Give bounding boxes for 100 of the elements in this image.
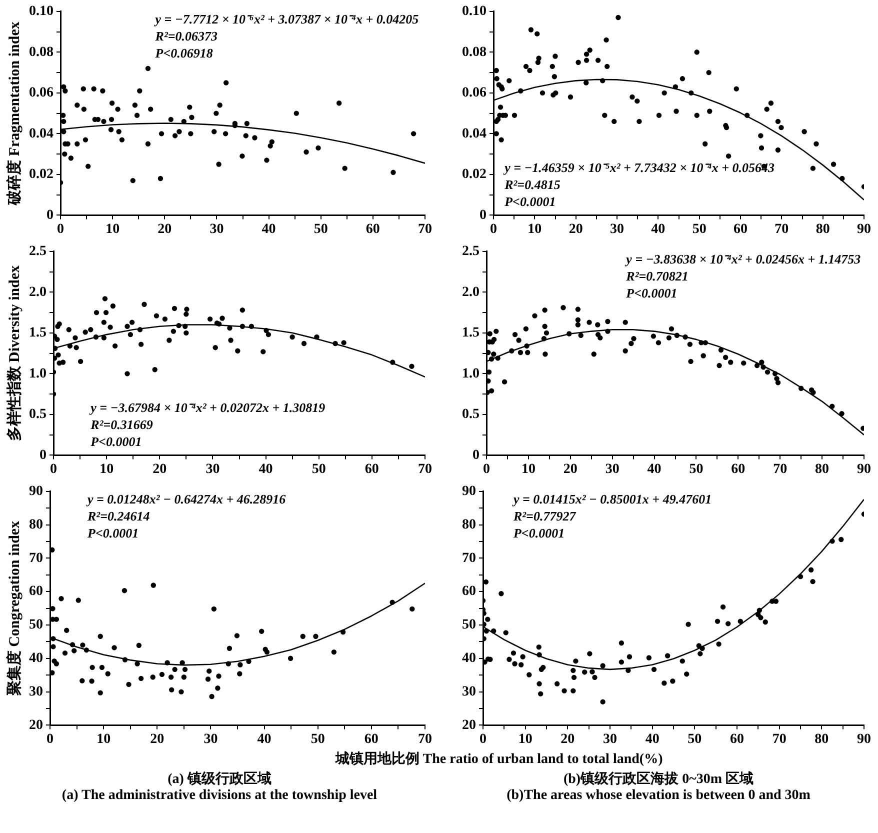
y-tick-label: 30 [29,684,43,700]
y-tick-label: 20 [29,718,43,733]
x-tick-label: 20 [150,732,164,748]
annotation: P<0.0001 [90,434,142,450]
y-tick-label: 0.10 [462,4,486,20]
text: (b)镇级行政区海拔 0~30m 区域 [562,770,755,788]
x-tick-label: 90 [857,732,871,748]
x-tick-label: 50 [314,222,328,238]
x-tick-label: 50 [689,462,704,478]
y-tick-label: 20 [462,718,476,733]
annotation: P<0.0001 [513,525,565,540]
annotation: y = −3.67984 × 10⁻⁴x² + 0.02072x + 1.30819 [88,400,326,416]
x-tick-label: 60 [731,462,746,478]
text: (a) The administrative divisions at the township level [60,788,378,804]
annotation: R²=0.24614 [86,508,150,524]
x-tick-label: 30 [610,222,624,238]
y-tick-label: 0 [40,448,46,463]
x-tick-label: 20 [158,222,172,238]
y-tick-label: 2.5 [29,244,46,260]
annotation: R²=0.31669 [90,417,154,432]
annotation: y = −3.83638 × 10⁻⁴x² + 0.02456x + 1.14753 [624,251,862,266]
y-tick-label: 50 [29,618,43,633]
y-tick-label: 0 [472,448,480,463]
x-tick-label: 30 [206,462,220,478]
x-tick-label: 70 [418,222,432,238]
x-tick-label: 30 [210,222,224,238]
x-tick-label: 50 [312,462,326,478]
y-tick-label: 2.0 [29,284,46,300]
y-tick-label: 0.10 [29,4,54,20]
x-axis-title: 城镇用地比例 The ratio of urban land to total land(%) [334,750,664,769]
y-tick-label: 1.0 [29,366,46,382]
y-tick-label: 70 [462,550,476,566]
y-tick-label: 2.5 [462,244,480,260]
y-tick-label: 80 [462,517,476,532]
y-tick-label: 1.5 [462,326,480,341]
x-tick-label: 0 [57,222,64,238]
x-tick-label: 0 [490,222,497,238]
y-tick-label: 0.08 [29,44,54,60]
y-tick-label: 60 [29,584,43,600]
y-tick-label: 90 [29,484,43,500]
y-tick-label: 30 [462,684,476,700]
x-tick-label: 70 [774,222,789,238]
x-tick-label: 50 [688,732,702,748]
x-tick-label: 10 [521,462,536,478]
x-tick-label: 40 [645,732,660,748]
text: (b)The areas whose elevation is between 0 and 30m [506,788,812,804]
y-tick-label: 50 [462,618,476,633]
x-tick-label: 60 [364,732,378,748]
y-tick-label: 1.0 [462,366,480,382]
y-tick-label: 0.06 [29,86,54,101]
x-tick-label: 50 [692,222,706,238]
annotation: y = −1.46359 × 10⁻⁵x² + 7.73432 × 10⁻⁴x + 0.05643 [502,160,775,176]
x-tick-label: 80 [816,222,830,238]
y-tick-label: 80 [29,517,43,532]
x-tick-label: 40 [257,732,272,748]
y-axis-title: 破碎度 Fragmentation index [4,21,23,206]
x-tick-label: 60 [366,222,380,238]
x-tick-label: 40 [258,462,273,478]
annotation: R²=0.06373 [154,28,218,44]
x-tick-label: 40 [262,222,276,238]
x-tick-label: 70 [418,462,432,478]
y-tick-label: 1.5 [29,326,46,341]
y-tick-label: 2.0 [462,284,480,300]
y-tick-label: 0.02 [462,167,486,182]
x-tick-label: 80 [814,732,829,748]
y-axis-title: 聚集度 Congregation index [4,520,23,697]
x-tick-label: 50 [310,732,325,748]
x-tick-label: 90 [857,462,871,478]
x-tick-label: 20 [568,222,583,238]
x-tick-label: 60 [364,462,379,478]
annotation: y = 0.01248x² − 0.64274x + 46.28916 [86,491,286,506]
annotation: P<0.06918 [155,45,214,60]
y-tick-label: 70 [29,550,43,566]
x-tick-label: 40 [651,222,666,238]
y-tick-label: 0.04 [462,126,486,142]
x-tick-label: 70 [772,732,786,748]
y-tick-label: 0.02 [29,167,54,182]
annotation: R²=0.77927 [512,508,576,524]
y-tick-label: 0.06 [462,86,486,101]
x-tick-label: 60 [730,732,744,748]
x-tick-label: 10 [96,732,111,748]
y-tick-label: 0.5 [29,407,46,422]
y-tick-label: 40 [462,651,476,666]
x-tick-label: 10 [100,462,114,478]
annotation: P<0.0001 [88,525,139,540]
x-tick-label: 70 [773,462,788,478]
x-tick-label: 60 [734,222,748,238]
y-tick-label: 0.5 [462,407,480,422]
annotation: P<0.0001 [504,194,556,210]
annotation: P<0.0001 [626,285,678,300]
y-tick-label: 0.04 [29,126,54,142]
x-tick-label: 70 [418,732,432,748]
y-tick-label: 0 [46,208,54,223]
x-tick-label: 80 [815,462,830,478]
x-tick-label: 10 [528,222,542,238]
annotation: y = −7.7712 × 10⁻⁶x² + 3.07387 × 10⁻⁴x + 0.04205 [153,11,420,26]
x-tick-label: 20 [152,462,167,478]
x-tick-label: 10 [106,222,120,238]
x-tick-label: 10 [518,732,532,748]
y-axis-title: 多样性指数 Diversity index [6,264,23,442]
